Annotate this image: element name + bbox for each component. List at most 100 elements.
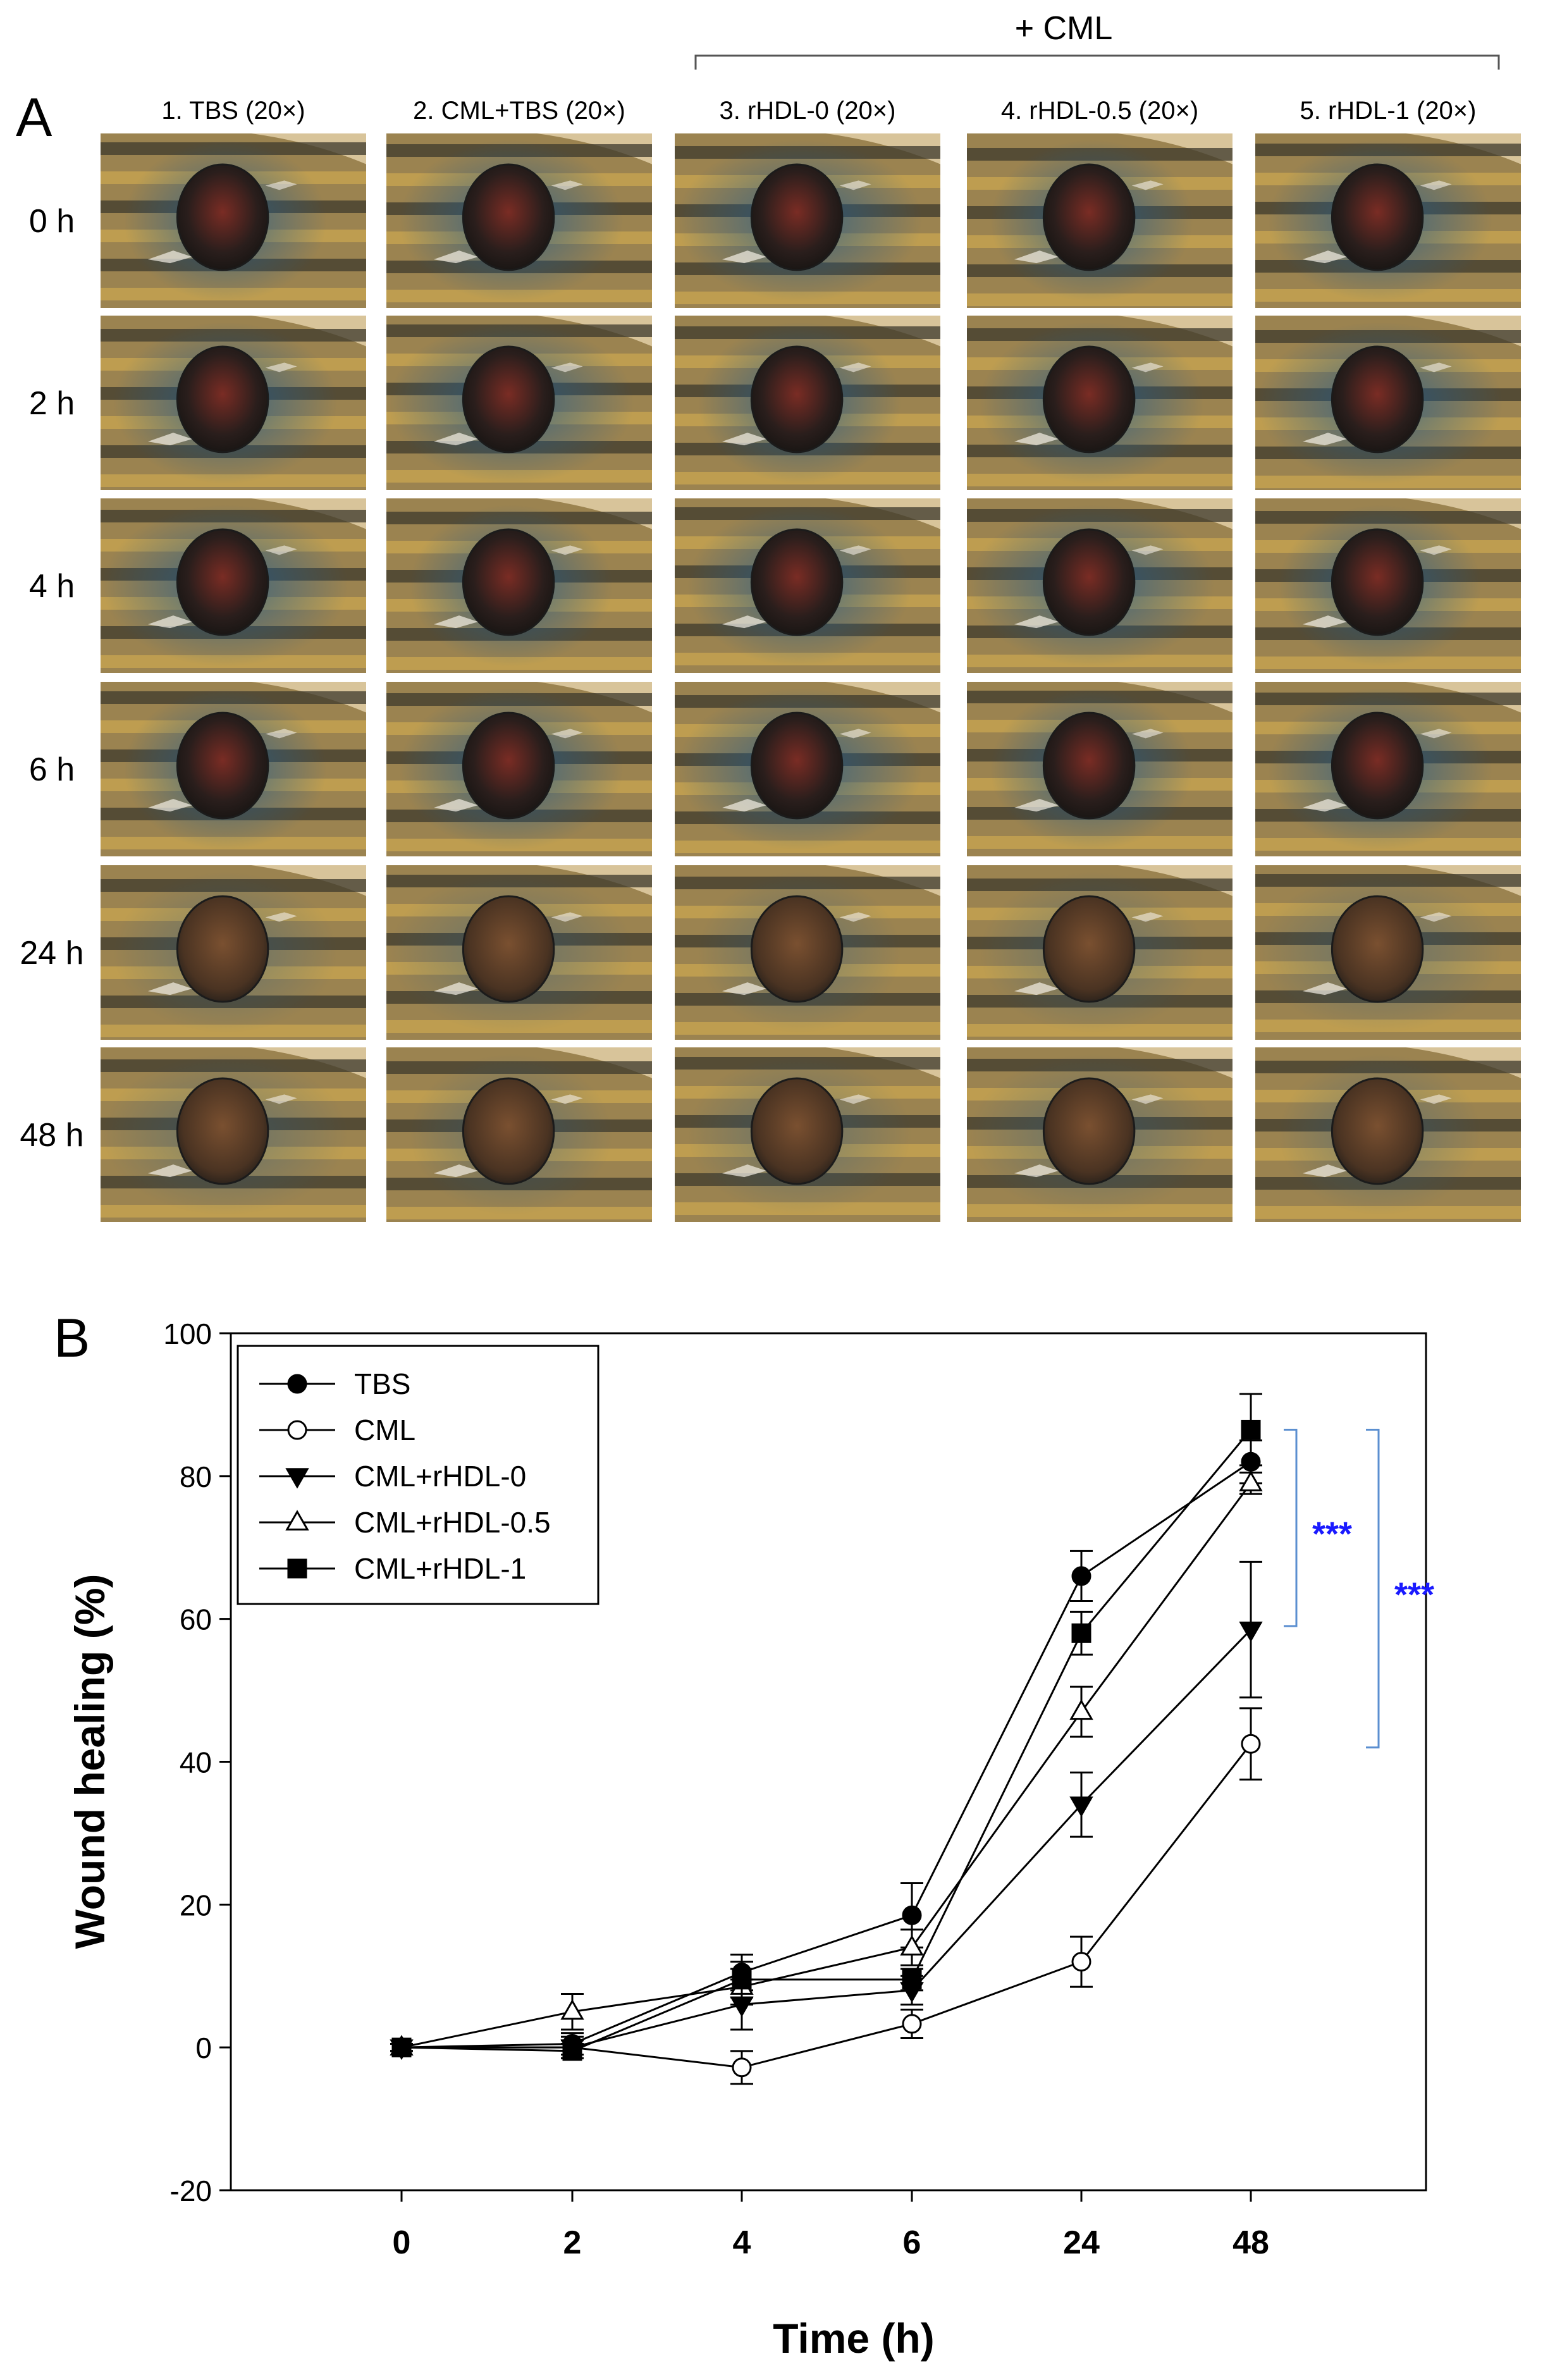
legend-marker [287, 1558, 307, 1579]
column-label: 5. rHDL-1 (20×) [1300, 97, 1477, 125]
y-tick-label: 0 [195, 2032, 212, 2064]
significance-stars: *** [1312, 1515, 1352, 1553]
wound-photo [1254, 132, 1522, 309]
wound-photo [385, 497, 653, 674]
column-label: 2. CML+TBS (20×) [413, 97, 625, 125]
y-tick-label: -20 [170, 2174, 212, 2207]
data-point [1071, 1566, 1091, 1586]
panel-a-label: A [16, 87, 52, 148]
wound-photo [1254, 497, 1522, 674]
legend-marker [285, 1468, 309, 1489]
significance-annotations: *** *** [1284, 1428, 1434, 1749]
wound-photo [99, 864, 367, 1041]
x-tick-label: 24 [1063, 2224, 1100, 2261]
x-axis: 0 2 4 6 24 48 [393, 2190, 1269, 2261]
panel-a: A + CML 1. TBS (20×) 2. CML+TBS (20×) 3. r… [16, 10, 1522, 1223]
legend-marker [287, 1420, 307, 1440]
y-axis: -20 0 20 40 60 80 100 [163, 1317, 231, 2207]
photo-grid [99, 132, 1522, 1223]
legend-marker [285, 1510, 309, 1531]
legend-item: CML+rHDL-0 [259, 1460, 526, 1493]
y-tick-label: 40 [180, 1746, 212, 1779]
legend-label: CML+rHDL-0.5 [354, 1506, 551, 1539]
data-point [902, 2014, 922, 2034]
significance-bracket [1284, 1428, 1298, 1627]
data-point [1071, 1623, 1091, 1643]
x-tick-label: 2 [563, 2224, 582, 2261]
series-line [401, 1461, 1251, 2049]
data-point [732, 2057, 752, 2078]
legend-marker [287, 1374, 307, 1394]
column-label: 3. rHDL-0 (20×) [720, 97, 896, 125]
data-point [900, 1935, 924, 1956]
wound-photo [966, 681, 1234, 858]
series-line [402, 1629, 1252, 2049]
column-labels: 1. TBS (20×) 2. CML+TBS (20×) 3. rHDL-0 (2… [161, 97, 1476, 125]
wound-photo [385, 864, 653, 1041]
wound-photo [673, 314, 942, 491]
wound-photo [966, 132, 1234, 309]
series-line [402, 1743, 1252, 2069]
wound-photo [99, 314, 367, 491]
wound-photo [673, 1046, 942, 1223]
legend-label: TBS [354, 1367, 410, 1400]
data-point [1239, 1621, 1263, 1643]
data-point [1239, 1471, 1263, 1491]
wound-photo [1254, 681, 1522, 858]
wound-photo [385, 314, 653, 491]
row-label: 2 h [29, 385, 75, 422]
wound-photo [673, 132, 942, 309]
y-axis-label: Wound healing (%) [66, 1574, 113, 1949]
series-group [390, 1393, 1263, 2085]
cml-bracket [694, 54, 1500, 70]
legend: TBS CML CML+rHDL-0 CML+rHDL-0.5 CML+rHDL-1 [237, 1345, 599, 1605]
x-tick-label: 48 [1233, 2224, 1269, 2261]
column-label: 4. rHDL-0.5 (20×) [1001, 97, 1198, 125]
legend-item: TBS [259, 1367, 410, 1400]
cml-bracket-label: + CML [1015, 10, 1113, 47]
data-point [1071, 1952, 1091, 1972]
significance-bracket [1366, 1428, 1380, 1749]
x-axis-label: Time (h) [773, 2315, 934, 2362]
legend-item: CML+rHDL-1 [259, 1552, 526, 1585]
wound-photo [99, 132, 367, 309]
series-line [401, 1483, 1252, 2049]
y-tick-label: 100 [163, 1317, 212, 1350]
row-label: 24 h [20, 935, 83, 971]
y-tick-label: 80 [180, 1460, 212, 1493]
data-point [562, 2041, 582, 2061]
data-point [1069, 1699, 1093, 1720]
row-labels: 0 h 2 h 4 h 6 h 24 h 48 h [20, 203, 83, 1154]
panel-b-label: B [54, 1308, 90, 1369]
x-tick-label: 0 [393, 2224, 411, 2261]
wound-photo [673, 497, 942, 674]
wound-photo [966, 314, 1234, 491]
wound-photo [385, 132, 653, 309]
wound-photo [99, 497, 367, 674]
wound-photo [1254, 1046, 1522, 1223]
wound-photo [966, 1046, 1234, 1223]
legend-label: CML+rHDL-0 [354, 1460, 526, 1493]
legend-label: CML+rHDL-1 [354, 1552, 526, 1585]
legend-item: CML+rHDL-0.5 [259, 1506, 551, 1539]
significance-stars: *** [1394, 1576, 1434, 1614]
legend-item: CML [259, 1414, 415, 1446]
wound-photo [966, 497, 1234, 674]
wound-photo [673, 681, 942, 858]
row-label: 0 h [29, 203, 75, 240]
series [390, 1560, 1263, 2060]
data-point [560, 1999, 584, 2020]
wound-photo [1254, 864, 1522, 1041]
wound-photo [99, 1046, 367, 1223]
row-label: 6 h [29, 751, 75, 788]
data-point [902, 1905, 922, 1925]
data-point [902, 1970, 922, 1990]
wound-photo [385, 681, 653, 858]
data-point [1241, 1419, 1261, 1440]
data-point [391, 2037, 412, 2057]
wound-photo [99, 681, 367, 858]
x-tick-label: 4 [733, 2224, 751, 2261]
